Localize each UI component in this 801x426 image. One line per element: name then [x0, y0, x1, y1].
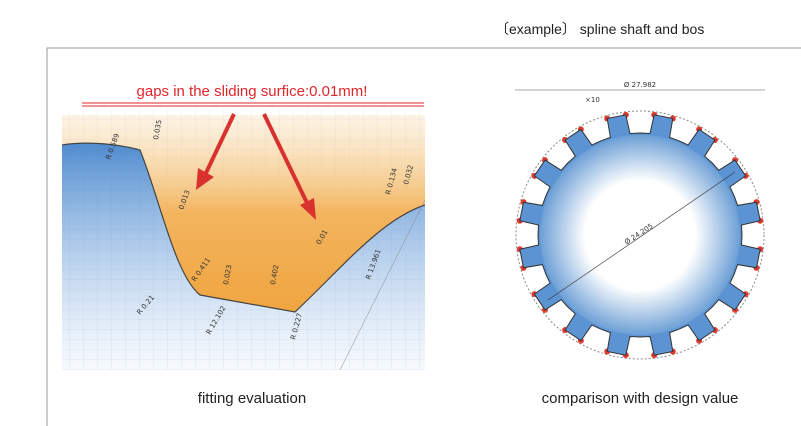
header-title: 〔example〕 spline shaft and bos [495, 21, 704, 37]
dimension-label: ×10 [585, 96, 600, 104]
fitting-image [62, 110, 425, 370]
caption: fitting evaluation [198, 390, 306, 407]
caption: comparison with design value [542, 390, 739, 407]
page: 〔example〕 spline shaft and bos 0.035R 0.… [0, 0, 801, 426]
underline [82, 103, 424, 106]
dimension-label: Ø 27.982 [624, 81, 656, 89]
annotation: gaps in the sliding surfice:0.01mm! [137, 83, 368, 100]
